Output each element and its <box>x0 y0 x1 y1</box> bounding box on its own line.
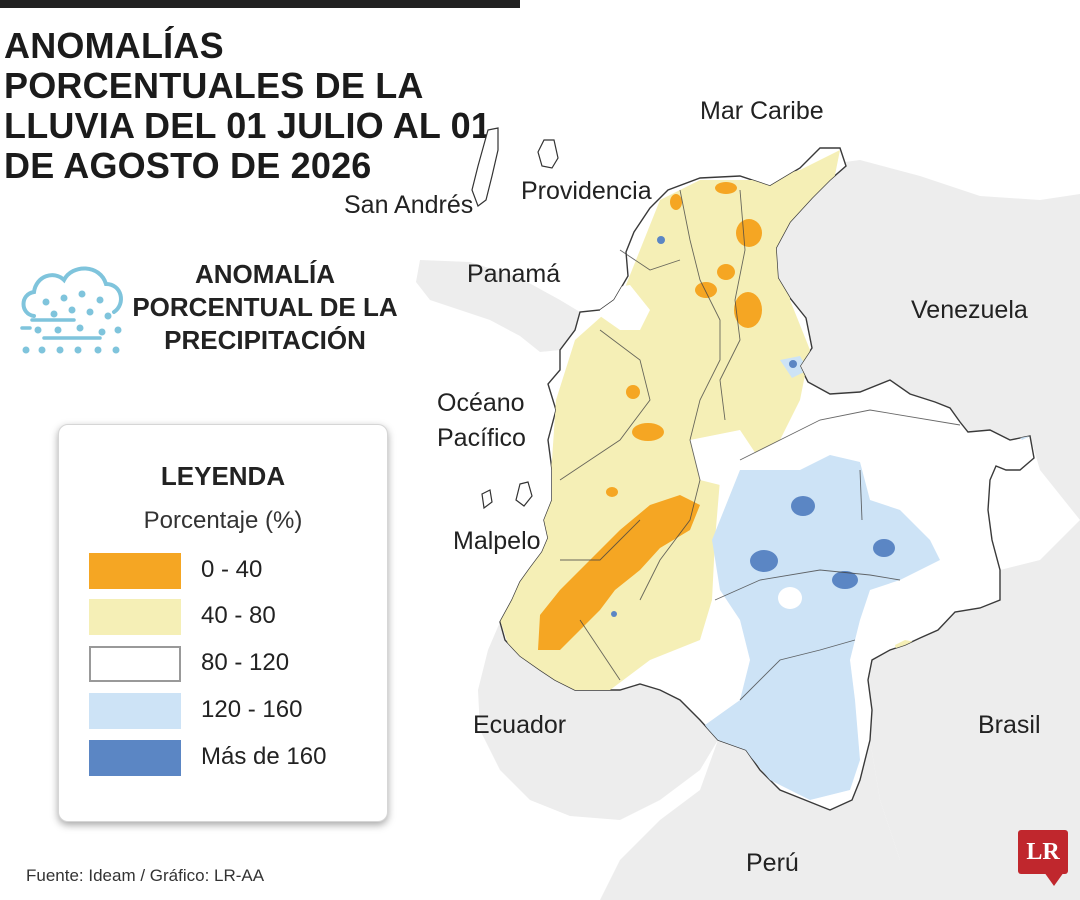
zone-0-40-central-3 <box>606 487 618 497</box>
legend-item: Más de 160 <box>89 740 379 778</box>
legend-swatch <box>89 599 181 635</box>
legend-label: 120 - 160 <box>201 696 303 723</box>
malpelo-island <box>515 481 533 507</box>
zone-80-120-c <box>778 587 802 609</box>
zone-160-spot-5 <box>657 236 665 244</box>
zone-40-80-west <box>500 150 840 690</box>
panama-region <box>416 260 580 352</box>
zone-160-spot-3 <box>832 571 858 589</box>
label-providencia: Providencia <box>521 177 652 205</box>
zone-0-40-north-4 <box>717 264 735 280</box>
top-rule <box>0 0 520 8</box>
zone-160-spot-4 <box>873 539 895 557</box>
source-footer: Fuente: Ideam / Gráfico: LR-AA <box>26 866 265 885</box>
ecuador-region <box>478 622 718 820</box>
zone-160-spot-1 <box>791 496 815 516</box>
label-oceano: Océano <box>437 389 525 417</box>
legend-item: 80 - 120 <box>89 646 379 684</box>
zone-0-40-north-3 <box>695 282 717 298</box>
zone-160-spot-2 <box>750 550 778 572</box>
legend-box: LEYENDA Porcentaje (%) 0 - 40 40 - 80 80… <box>58 424 388 822</box>
peru-region <box>600 740 900 900</box>
brasil-region <box>868 520 1080 900</box>
venezuela-region <box>776 160 1080 520</box>
zone-0-40-north-1 <box>736 219 762 247</box>
page-title: ANOMALÍAS PORCENTUALES DE LA LLUVIA DEL … <box>4 25 492 186</box>
label-peru: Perú <box>746 849 799 877</box>
zone-0-40-southwest <box>538 495 700 650</box>
label-san-andres: San Andrés <box>344 191 474 219</box>
zone-0-40-central-1 <box>632 423 664 441</box>
legend-subtitle: ANOMALÍA PORCENTUAL DE LA PRECIPITACIÓN <box>132 259 398 355</box>
legend-swatch <box>89 693 181 729</box>
label-ecuador: Ecuador <box>473 711 567 739</box>
label-malpelo: Malpelo <box>453 527 541 555</box>
zone-160-spot-7 <box>611 611 617 617</box>
san-andres-island <box>471 127 499 207</box>
providencia-island <box>537 139 559 169</box>
zone-0-40-central-2 <box>626 385 640 399</box>
label-mar-caribe: Mar Caribe <box>700 97 824 125</box>
legend-label: 40 - 80 <box>201 602 276 629</box>
label-venezuela: Venezuela <box>911 296 1028 324</box>
legend-swatch <box>89 740 181 776</box>
cloud-rain-icon <box>20 266 123 354</box>
department-boundaries <box>559 189 961 701</box>
lr-logo-tail <box>1044 872 1064 886</box>
zone-0-40-north-5 <box>715 182 737 194</box>
legend-item: 0 - 40 <box>89 553 379 591</box>
legend-item: 120 - 160 <box>89 693 379 731</box>
legend-swatch <box>89 553 181 589</box>
legend-title: LEYENDA <box>160 461 286 491</box>
lr-logo: LR <box>1018 830 1068 874</box>
legend-item: 40 - 80 <box>89 599 379 637</box>
legend-unit: Porcentaje (%) <box>143 507 303 534</box>
label-panama: Panamá <box>467 260 561 288</box>
gorgona-island <box>481 489 493 510</box>
label-pacifico: Pacífico <box>437 424 526 452</box>
legend-label: 80 - 120 <box>201 649 290 676</box>
zone-160-spot-6 <box>789 360 797 368</box>
zone-0-40-north-2 <box>734 292 762 328</box>
legend-swatch <box>89 646 181 682</box>
label-brasil: Brasil <box>978 711 1041 739</box>
legend-label: Más de 160 <box>201 743 327 770</box>
zone-0-40-north-6 <box>670 194 682 210</box>
legend-label: 0 - 40 <box>201 556 263 583</box>
